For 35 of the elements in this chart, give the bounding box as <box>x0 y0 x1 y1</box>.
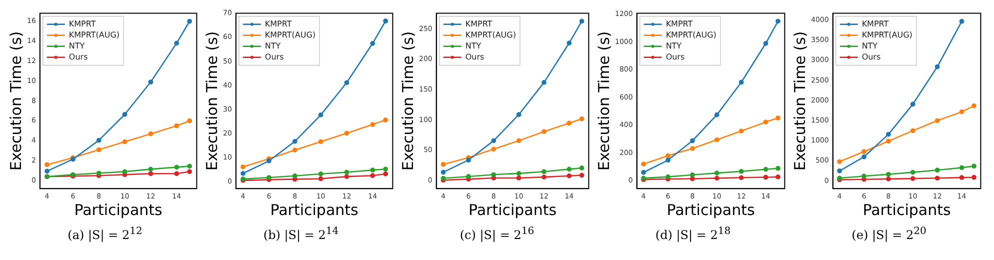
legend-label: KMPRT(AUG) <box>666 30 716 40</box>
legend-label: Ours <box>862 52 881 62</box>
legend-label: KMPRT <box>666 19 693 28</box>
legend-label: NTY <box>666 41 682 50</box>
legend-label: NTY <box>264 41 281 50</box>
y-axis-title: Execution Time (s) <box>6 31 25 171</box>
legend-label: KMPRT(AUG) <box>68 30 120 40</box>
y-axis-title: Execution Time (s) <box>790 31 809 171</box>
legend-label: KMPRT <box>68 19 96 28</box>
text: (d) |S| = 2$^{18}$ <box>655 226 731 242</box>
legend-label: KMPRT(AUG) <box>465 30 516 40</box>
legend-label: KMPRT <box>465 19 492 28</box>
y-axis-title: Execution Time (s) <box>202 31 221 171</box>
x-axis-title: Participants <box>270 200 359 219</box>
legend-label: KMPRT <box>264 19 292 28</box>
x-axis-title: Participants <box>74 200 163 219</box>
text: (c) |S| = 2$^{16}$ <box>460 226 534 242</box>
text: (a) |S| = 2$^{12}$ <box>68 226 142 242</box>
x-axis-title: Participants <box>468 200 557 219</box>
text: (e) |S| = 2$^{20}$ <box>852 226 926 242</box>
x-axis-title: Participants <box>862 200 951 219</box>
legend-label: Ours <box>465 52 484 62</box>
legend-label: NTY <box>465 41 482 50</box>
legend-label: Ours <box>264 52 284 62</box>
legend-label: NTY <box>68 41 85 50</box>
legend-label: Ours <box>666 52 685 62</box>
text: (b) |S| = 2$^{14}$ <box>263 226 339 242</box>
x-axis-title: Participants <box>666 200 755 219</box>
legend-label: KMPRT(AUG) <box>862 30 912 40</box>
legend-label: KMPRT <box>862 19 889 28</box>
legend-label: NTY <box>862 41 878 50</box>
legend-label: KMPRT(AUG) <box>264 30 316 40</box>
y-axis-title: Execution Time (s) <box>594 31 613 171</box>
y-axis-title: Execution Time (s) <box>398 31 417 171</box>
legend-label: Ours <box>68 52 88 62</box>
